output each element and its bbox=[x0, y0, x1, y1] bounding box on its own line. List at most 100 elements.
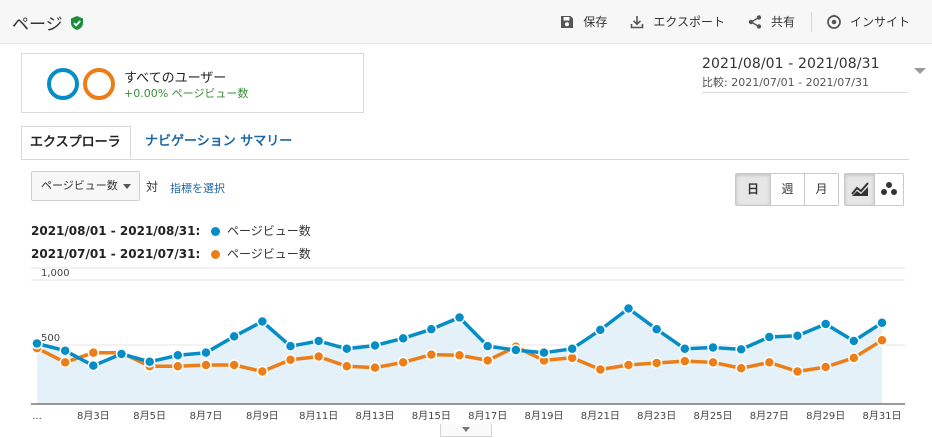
line-chart-icon bbox=[850, 182, 869, 196]
data-point bbox=[59, 344, 71, 357]
line-chart-button[interactable] bbox=[845, 174, 874, 205]
data-point bbox=[143, 356, 156, 368]
data-point bbox=[735, 343, 747, 356]
data-point bbox=[650, 357, 663, 369]
data-point bbox=[848, 335, 860, 347]
dropdown-caret-icon bbox=[123, 184, 131, 189]
data-point bbox=[369, 361, 381, 374]
pageviews-line-chart: 1,000 500... 8月3日 8月5日 8月7日 8月9日 8月11日 8月13日 8月1… bbox=[31, 267, 905, 422]
granularity-day-button[interactable]: 日 bbox=[736, 174, 770, 205]
insights-button[interactable]: インサイト bbox=[826, 13, 910, 30]
data-point bbox=[172, 360, 184, 373]
data-point bbox=[791, 330, 804, 342]
data-point bbox=[594, 324, 607, 336]
data-point bbox=[566, 343, 578, 355]
versus-label: 対 bbox=[146, 180, 159, 194]
legend-row-compare: 2021/07/01 - 2021/07/31: ページビュー数 bbox=[31, 245, 311, 262]
date-range-main: 2021/08/01 - 2021/08/31 bbox=[702, 56, 880, 72]
data-point bbox=[876, 317, 888, 329]
x-tick-label: 8月9日 bbox=[246, 410, 279, 422]
granularity-month-button[interactable]: 月 bbox=[804, 174, 838, 205]
page-title-wrap: ページ bbox=[12, 10, 85, 35]
x-tick-label: 8月19日 bbox=[524, 410, 563, 422]
share-label: 共有 bbox=[770, 15, 795, 29]
data-point bbox=[594, 363, 607, 376]
toolbar-divider bbox=[810, 11, 812, 32]
data-point bbox=[172, 349, 184, 361]
report-header: ページ 保存 エクスポート 共有 インサイト bbox=[0, 0, 932, 44]
data-point bbox=[312, 335, 325, 347]
select-metric-link[interactable]: 指標を選択 bbox=[170, 182, 225, 195]
granularity-week-button[interactable]: 週 bbox=[770, 174, 804, 205]
x-tick-label: 8月29日 bbox=[806, 410, 845, 422]
x-tick-label: 8月31日 bbox=[862, 410, 901, 422]
x-tick-label: 8月25日 bbox=[693, 410, 732, 422]
save-icon bbox=[561, 15, 574, 28]
data-point bbox=[791, 365, 804, 378]
data-point bbox=[425, 323, 438, 335]
motion-chart-button[interactable] bbox=[874, 174, 903, 205]
segment-name: すべてのユーザー bbox=[124, 71, 227, 86]
date-range-picker[interactable]: 2021/08/01 - 2021/08/31 比較: 2021/07/01 -… bbox=[702, 56, 926, 93]
chevron-down-icon bbox=[914, 68, 926, 74]
x-tick-label: 8月3日 bbox=[77, 410, 110, 422]
legend-dot-blue bbox=[211, 227, 220, 236]
data-point bbox=[256, 365, 269, 378]
data-point bbox=[510, 344, 522, 356]
x-tick-label: 8月23日 bbox=[637, 410, 676, 422]
data-point bbox=[87, 359, 100, 372]
legend-dot-orange bbox=[211, 250, 220, 259]
data-point bbox=[679, 343, 691, 355]
data-point bbox=[87, 346, 100, 359]
report-toolbar: 保存 エクスポート 共有 インサイト bbox=[559, 0, 932, 43]
export-icon bbox=[631, 15, 644, 28]
granularity-toggle: 日 週 月 bbox=[735, 173, 839, 206]
data-point bbox=[481, 340, 494, 352]
segment-summary: +0.00% ページビュー数 bbox=[124, 87, 249, 100]
tab-navigation-summary[interactable]: ナビゲーション サマリー bbox=[145, 134, 293, 149]
data-point bbox=[848, 352, 860, 364]
x-tick-label: 8月7日 bbox=[190, 410, 223, 422]
data-point bbox=[819, 318, 832, 330]
export-button[interactable]: エクスポート bbox=[629, 13, 725, 30]
export-label: エクスポート bbox=[653, 15, 725, 29]
data-point bbox=[284, 340, 297, 352]
data-point bbox=[622, 359, 635, 371]
legend-series-name: ページビュー数 bbox=[227, 247, 311, 261]
data-point bbox=[819, 361, 832, 373]
data-point bbox=[31, 337, 43, 350]
chart-type-toggle bbox=[844, 173, 904, 206]
x-tick-label: 8月15日 bbox=[412, 410, 451, 422]
data-point bbox=[200, 346, 212, 359]
metric-dropdown[interactable]: ページビュー数 bbox=[31, 171, 140, 201]
x-tick-label: ... bbox=[32, 411, 42, 422]
data-point bbox=[341, 360, 353, 373]
data-point bbox=[453, 349, 466, 361]
share-icon bbox=[748, 14, 762, 29]
expand-handle[interactable] bbox=[440, 424, 492, 437]
date-range-compare: 比較: 2021/07/01 - 2021/07/31 bbox=[702, 76, 869, 89]
data-point bbox=[228, 330, 240, 343]
data-point bbox=[284, 354, 297, 366]
tab-explorer[interactable]: エクスプローラ bbox=[21, 126, 131, 159]
legend-series-name: ページビュー数 bbox=[227, 224, 311, 238]
verified-shield-icon bbox=[70, 15, 83, 30]
data-point bbox=[763, 331, 776, 343]
y-tick-label: 500 bbox=[41, 333, 60, 344]
page-title: ページ bbox=[12, 15, 63, 35]
y-tick-label: 1,000 bbox=[41, 268, 70, 279]
data-point bbox=[453, 311, 466, 324]
data-point bbox=[256, 315, 269, 328]
data-point bbox=[707, 341, 719, 354]
data-point bbox=[679, 355, 691, 367]
segment-card[interactable]: すべてのユーザー +0.00% ページビュー数 bbox=[21, 53, 364, 113]
legend-range: 2021/08/01 - 2021/08/31: bbox=[31, 224, 201, 238]
x-tick-label: 8月17日 bbox=[468, 410, 507, 422]
save-button[interactable]: 保存 bbox=[559, 13, 607, 30]
data-point bbox=[369, 339, 381, 352]
metric-dropdown-value: ページビュー数 bbox=[41, 179, 118, 192]
expand-caret-icon bbox=[462, 427, 470, 432]
share-button[interactable]: 共有 bbox=[747, 13, 795, 30]
data-point bbox=[397, 332, 409, 345]
legend-range: 2021/07/01 - 2021/07/31: bbox=[31, 247, 201, 261]
